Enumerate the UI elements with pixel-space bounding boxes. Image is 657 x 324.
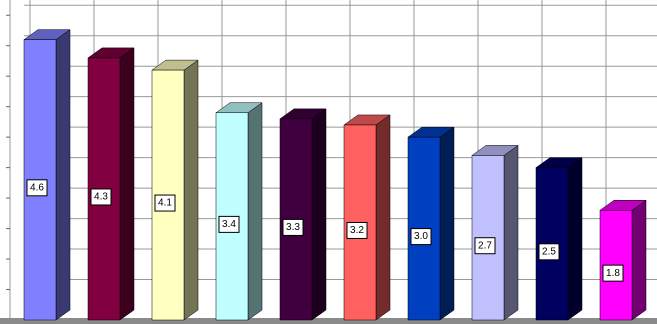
data-label-box <box>602 264 624 282</box>
bar-side <box>631 199 647 321</box>
data-label-box <box>218 215 240 233</box>
data-label: 3.0 <box>414 231 428 242</box>
data-label: 2.5 <box>542 246 556 257</box>
data-label: 1.8 <box>606 268 620 279</box>
data-label-box <box>154 194 176 212</box>
data-label-box <box>538 243 560 261</box>
bar-side <box>55 29 71 321</box>
bar-side <box>247 102 263 321</box>
bar-side <box>119 47 135 321</box>
bar-side <box>503 144 519 321</box>
data-label-box <box>90 188 112 206</box>
data-label: 4.3 <box>94 192 108 203</box>
data-label: 3.4 <box>222 219 236 230</box>
data-label-box <box>474 237 496 255</box>
bar-side <box>183 59 199 321</box>
bar-side <box>375 114 391 321</box>
bar-side <box>311 108 327 321</box>
data-label: 4.1 <box>158 198 172 209</box>
floor <box>0 318 657 324</box>
data-label: 3.2 <box>350 225 364 236</box>
data-label-box <box>346 221 368 239</box>
data-label: 3.3 <box>286 222 300 233</box>
data-label: 2.7 <box>478 240 492 251</box>
data-label-box <box>410 228 432 246</box>
data-label-box <box>26 179 48 197</box>
data-label: 4.6 <box>30 182 44 193</box>
bar-side <box>567 157 583 321</box>
bar-side <box>439 126 455 321</box>
data-label-box <box>282 218 304 236</box>
